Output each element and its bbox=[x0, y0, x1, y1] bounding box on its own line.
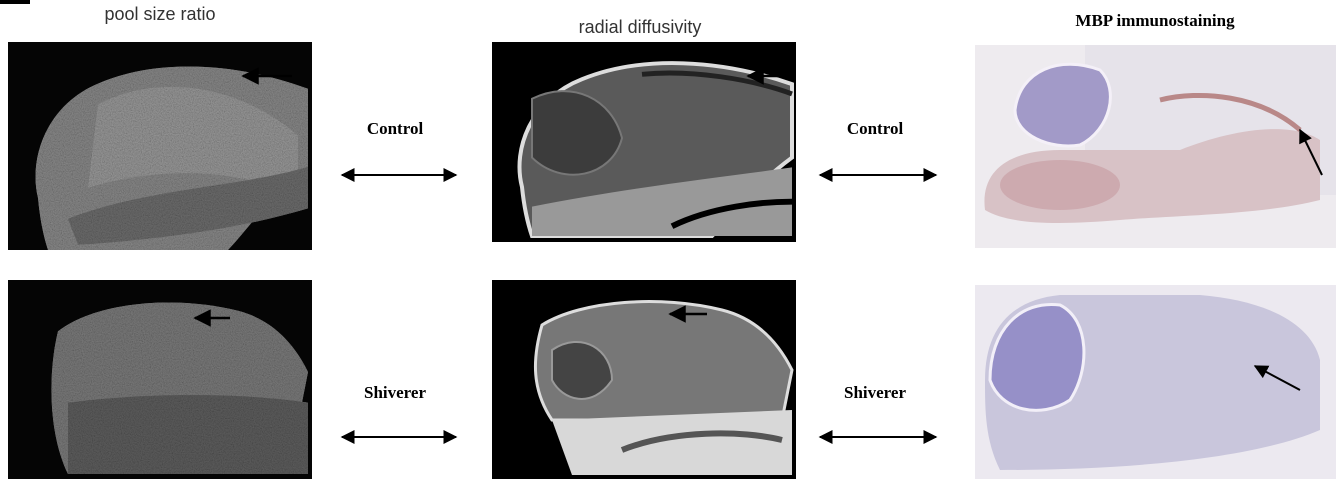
mri-image bbox=[8, 280, 312, 479]
histology-image bbox=[975, 45, 1336, 248]
row-label: Shiverer bbox=[364, 383, 426, 402]
mri-image bbox=[492, 42, 796, 242]
figure: pool size ratio radial diffusivity MBP i… bbox=[0, 0, 1336, 479]
column-title: MBP immunostaining bbox=[1075, 11, 1235, 30]
column-title: pool size ratio bbox=[104, 4, 215, 24]
histology-image bbox=[975, 285, 1336, 479]
mri-image bbox=[8, 42, 312, 250]
mri-image bbox=[492, 280, 796, 479]
row-label: Shiverer bbox=[844, 383, 906, 402]
row-label: Control bbox=[367, 119, 424, 138]
corner-bar bbox=[0, 0, 30, 4]
row-label: Control bbox=[847, 119, 904, 138]
column-title: radial diffusivity bbox=[579, 17, 702, 37]
